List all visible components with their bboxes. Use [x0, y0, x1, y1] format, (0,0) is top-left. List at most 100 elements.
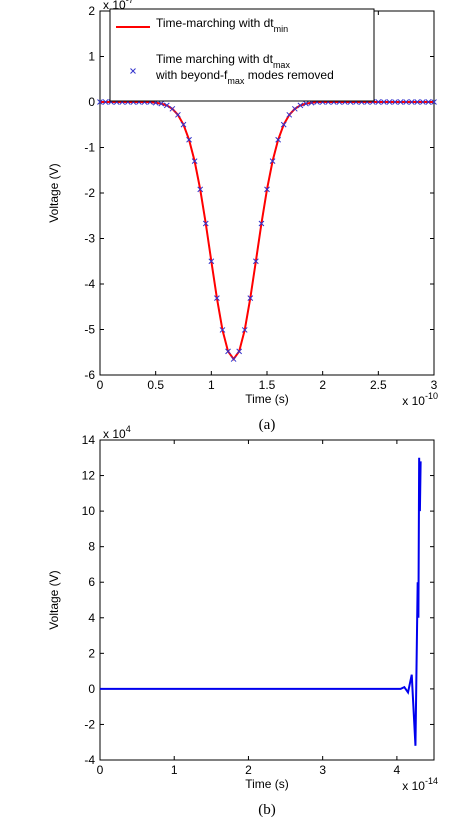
x-axis-label: Time (s) — [245, 777, 289, 791]
data-marker — [420, 99, 426, 105]
data-marker — [414, 99, 421, 105]
data-marker — [375, 99, 382, 105]
x-axis-label: Time (s) — [245, 392, 289, 406]
legend-text: modes removed — [244, 68, 333, 82]
data-marker — [408, 99, 415, 105]
exponent-power: -7 — [126, 0, 134, 5]
x-tick-label: 4 — [394, 763, 401, 777]
data-marker — [214, 295, 220, 301]
data-marker — [186, 136, 192, 143]
legend-swatch — [130, 68, 136, 74]
data-marker — [102, 99, 109, 105]
data-marker — [219, 327, 226, 333]
data-marker — [425, 99, 432, 105]
data-marker — [258, 220, 265, 227]
exponent-power: 4 — [126, 424, 131, 434]
subplot-label: (b) — [258, 802, 276, 818]
y-axis-label: Voltage (V) — [47, 570, 61, 629]
y-tick-label: 6 — [88, 575, 95, 589]
data-marker — [236, 348, 243, 355]
data-marker — [208, 258, 215, 265]
legend-label: Time-marching with dtmin — [156, 16, 288, 34]
data-marker — [280, 121, 287, 128]
legend-subscript: max — [227, 76, 245, 86]
x-tick-label: 2 — [319, 378, 326, 392]
legend-subscript: min — [274, 24, 289, 34]
y-tick-label: 1 — [88, 50, 95, 64]
x-tick-label: 0.5 — [147, 378, 164, 392]
x-tick-label: 0 — [97, 378, 104, 392]
data-marker — [197, 186, 204, 193]
legend-box — [109, 8, 375, 102]
y-tick-label: 0 — [88, 95, 95, 109]
data-marker — [230, 356, 237, 362]
data-marker — [286, 111, 293, 118]
y-tick-label: 12 — [82, 469, 96, 483]
data-marker — [169, 105, 176, 112]
y-axis-label: Voltage (V) — [47, 163, 61, 222]
data-marker — [275, 136, 281, 143]
y-tick-label: -1 — [84, 141, 95, 155]
legend-text: with beyond-f — [155, 68, 228, 82]
data-marker — [381, 99, 387, 105]
y-tick-label: 8 — [88, 540, 95, 554]
x-tick-label: 2 — [245, 763, 252, 777]
x-tick-label: 3 — [431, 378, 438, 392]
plot-frame — [99, 439, 435, 761]
data-marker — [97, 99, 103, 105]
exponent-power: -10 — [425, 391, 438, 401]
data-marker — [403, 99, 410, 105]
legend-label: Time marching with dtmax — [156, 52, 290, 70]
data-marker — [431, 99, 437, 105]
y-tick-label: 4 — [88, 611, 95, 625]
legend-text: Time-marching with dt — [156, 16, 274, 30]
data-line — [100, 457, 422, 746]
legend-label: with beyond-fmax modes removed — [155, 68, 334, 86]
y-tick-label: -2 — [84, 717, 95, 731]
y-tick-label: 0 — [88, 682, 95, 696]
data-marker — [392, 99, 398, 105]
y-tick-label: 2 — [88, 646, 95, 660]
data-marker — [303, 100, 309, 107]
subplot-label: (a) — [259, 417, 276, 433]
data-marker — [386, 99, 393, 105]
data-marker — [241, 327, 248, 333]
y-tick-label: -5 — [84, 323, 95, 337]
exponent-label: x 10-14 — [402, 776, 438, 793]
data-marker — [291, 105, 298, 112]
data-marker — [264, 186, 270, 193]
data-marker — [225, 348, 231, 355]
data-marker — [191, 158, 198, 165]
y-tick-label: -6 — [84, 368, 95, 382]
x-tick-label: 3 — [319, 763, 326, 777]
exponent-power: -14 — [425, 776, 438, 786]
exponent-base: x 10 — [402, 779, 425, 793]
exponent-base: x 10 — [402, 394, 425, 408]
data-marker — [202, 220, 209, 227]
y-tick-label: -4 — [84, 277, 95, 291]
x-tick-label: 1.5 — [259, 378, 276, 392]
data-marker — [253, 258, 259, 265]
y-tick-label: 10 — [82, 504, 96, 518]
data-marker — [247, 295, 254, 301]
y-tick-label: 14 — [82, 433, 96, 447]
x-tick-label: 0 — [97, 763, 104, 777]
data-marker — [175, 111, 181, 118]
data-marker — [297, 102, 304, 109]
x-tick-label: 1 — [208, 378, 215, 392]
x-tick-label: 2.5 — [370, 378, 387, 392]
y-tick-label: -3 — [84, 232, 95, 246]
data-marker — [158, 100, 165, 107]
y-tick-label: -2 — [84, 186, 95, 200]
data-marker — [397, 99, 404, 105]
data-marker — [163, 102, 170, 109]
data-marker — [180, 121, 187, 128]
exponent-label: x 104 — [103, 424, 131, 441]
legend-text: Time marching with dt — [156, 52, 274, 66]
legend-subscript: max — [273, 60, 291, 70]
y-tick-label: -4 — [84, 753, 95, 767]
exponent-base: x 10 — [103, 427, 126, 441]
exponent-label: x 10-10 — [402, 391, 438, 408]
